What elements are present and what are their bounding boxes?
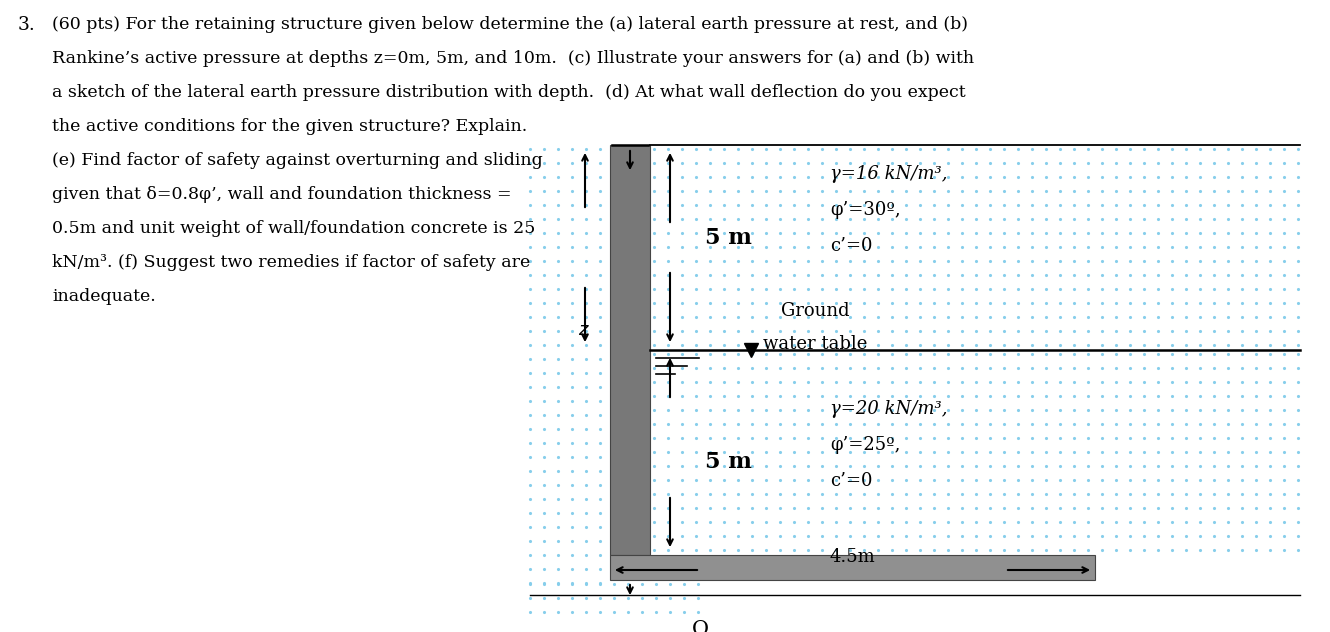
Text: 5 m: 5 m xyxy=(705,451,751,473)
Text: Rankine’s active pressure at depths z=0m, 5m, and 10m.  (c) Illustrate your answ: Rankine’s active pressure at depths z=0m… xyxy=(52,50,974,67)
Text: kN/m³. (f) Suggest two remedies if factor of safety are: kN/m³. (f) Suggest two remedies if facto… xyxy=(52,254,531,271)
Text: water table: water table xyxy=(763,335,867,353)
Text: c’=0: c’=0 xyxy=(830,237,872,255)
Text: z: z xyxy=(579,321,588,339)
Text: c’=0: c’=0 xyxy=(830,472,872,490)
Bar xyxy=(610,555,1095,580)
Text: (e) Find factor of safety against overturning and sliding: (e) Find factor of safety against overtu… xyxy=(52,152,543,169)
Text: inadequate.: inadequate. xyxy=(52,288,156,305)
Text: Ground: Ground xyxy=(781,302,850,320)
Text: the active conditions for the given structure? Explain.: the active conditions for the given stru… xyxy=(52,118,527,135)
Text: φ’=30º,: φ’=30º, xyxy=(830,201,900,219)
Text: γ=20 kN/m³,: γ=20 kN/m³, xyxy=(830,400,947,418)
Text: 3.: 3. xyxy=(19,16,36,34)
Text: O: O xyxy=(692,620,709,632)
Text: 0.5m and unit weight of wall/foundation concrete is 25: 0.5m and unit weight of wall/foundation … xyxy=(52,220,536,237)
Text: φ’=25º,: φ’=25º, xyxy=(830,436,900,454)
Text: a sketch of the lateral earth pressure distribution with depth.  (d) At what wal: a sketch of the lateral earth pressure d… xyxy=(52,84,966,101)
Bar xyxy=(610,145,650,555)
Text: given that δ=0.8φ’, wall and foundation thickness =: given that δ=0.8φ’, wall and foundation … xyxy=(52,186,512,203)
Text: (60 pts) For the retaining structure given below determine the (a) lateral earth: (60 pts) For the retaining structure giv… xyxy=(52,16,968,33)
Text: γ=16 kN/m³,: γ=16 kN/m³, xyxy=(830,165,947,183)
Text: 4.5m: 4.5m xyxy=(830,548,875,566)
Text: 5 m: 5 m xyxy=(705,226,751,248)
